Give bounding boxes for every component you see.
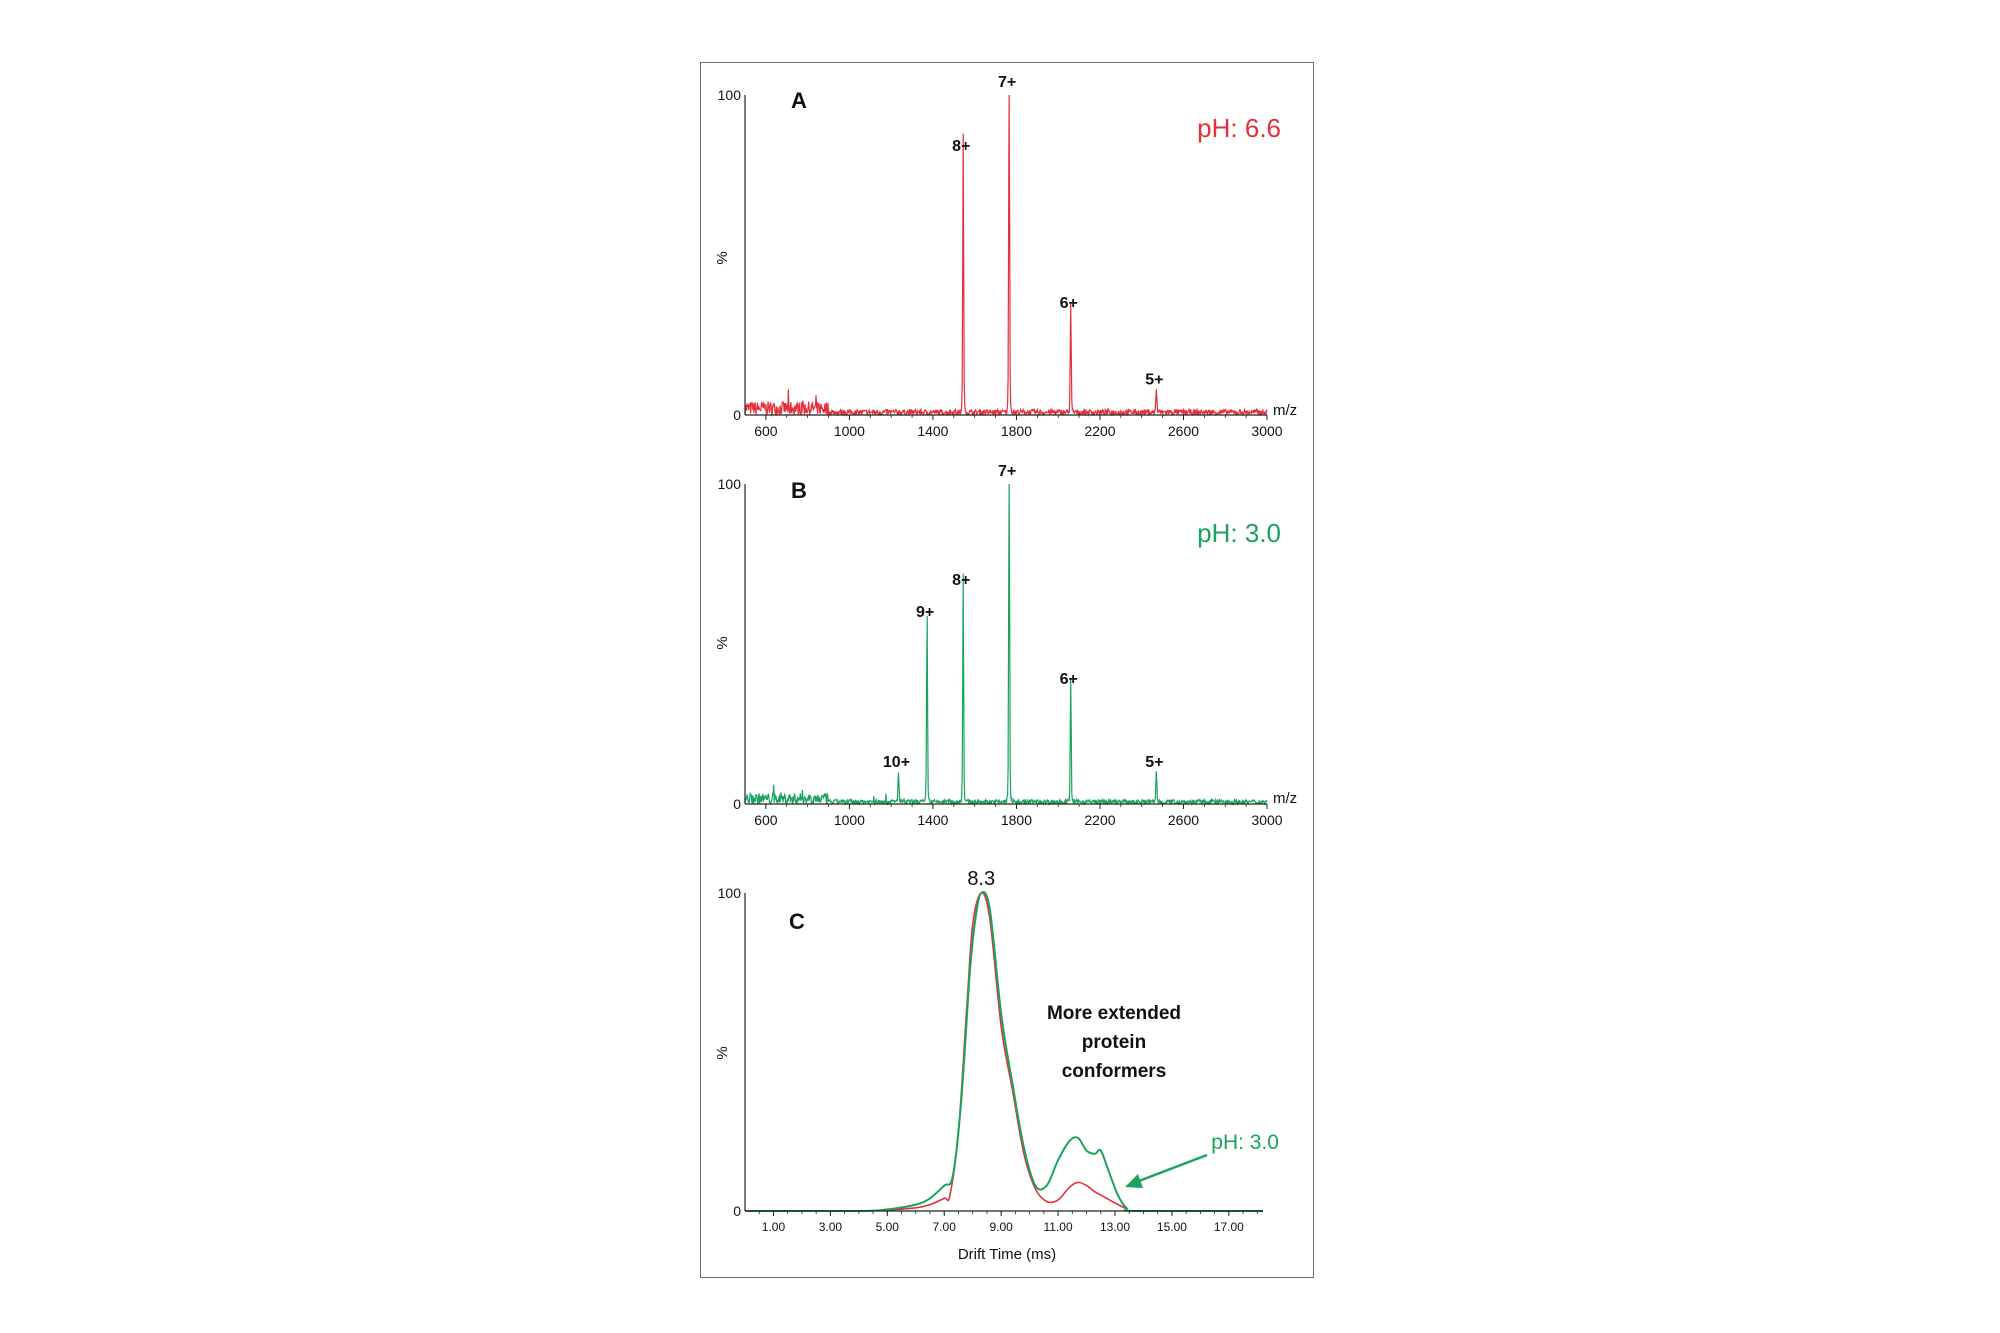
- peak-label-charge: 8+: [952, 572, 970, 589]
- peak-label-charge: 10+: [883, 754, 910, 771]
- panel-b-x-label: m/z: [1273, 790, 1297, 807]
- panel-a-ph-label: pH: 6.6: [1197, 113, 1281, 143]
- panel-c-x-ticks: 1.00 3.00 5.00 7.00 9.00 11.00 13.00 15.00 17.00: [758, 1211, 1258, 1234]
- panel-b-trace: [744, 483, 1268, 807]
- x-tick-label: 5.00: [876, 1220, 900, 1234]
- panel-c-annotation-line-3: conformers: [1062, 1061, 1167, 1082]
- peak-label-charge: 5+: [1145, 372, 1163, 389]
- figure-frame: 600 1000 1400 1800 2200 2600 3000 100 0 % m/z …: [700, 62, 1314, 1278]
- x-tick-label: 1400: [917, 423, 948, 439]
- panel-b-peak-labels: 10+ 9+ 8+ 7+ 6+ 5+: [883, 463, 1164, 771]
- peak-label-charge: 9+: [916, 604, 934, 621]
- panel-c-trace-ph-6-6: [745, 892, 1263, 1212]
- x-tick-label: 600: [754, 812, 778, 828]
- panel-b: 600 1000 1400 1800 2200 2600 3000 100 0 % m/z …: [714, 463, 1297, 828]
- x-tick-label: 1800: [1001, 812, 1032, 828]
- x-tick-label: 17.00: [1214, 1220, 1244, 1234]
- panel-a-y-label: %: [714, 251, 731, 264]
- x-tick-label: 2600: [1168, 423, 1199, 439]
- panel-a-letter: A: [791, 88, 807, 113]
- x-tick-label: 3000: [1251, 423, 1282, 439]
- panel-b-letter: B: [791, 478, 807, 503]
- x-tick-label: 3.00: [819, 1220, 843, 1234]
- panel-a-x-label: m/z: [1273, 402, 1297, 419]
- figure-canvas: 600 1000 1400 1800 2200 2600 3000 100 0 % m/z …: [714, 74, 1297, 1263]
- x-tick-label: 2600: [1168, 812, 1199, 828]
- panel-c-annotation-line-1: More extended: [1047, 1003, 1181, 1024]
- peak-label-charge: 6+: [1060, 671, 1078, 688]
- panel-c-x-label: Drift Time (ms): [958, 1246, 1056, 1263]
- x-tick-label: 2200: [1084, 423, 1115, 439]
- panel-c-arrow-head: [1125, 1174, 1143, 1188]
- x-tick-label: 13.00: [1100, 1220, 1130, 1234]
- panel-c-y-tick-0: 0: [733, 1203, 741, 1219]
- panel-a-y-tick-100: 100: [718, 87, 742, 103]
- panel-a-x-ticks: 600 1000 1400 1800 2200 2600 3000: [754, 415, 1283, 439]
- panel-c-y-tick-100: 100: [718, 885, 742, 901]
- peak-label-charge: 7+: [998, 74, 1016, 91]
- panel-c-apex-label: 8.3: [967, 868, 995, 890]
- peak-label-charge: 7+: [998, 463, 1016, 480]
- x-tick-label: 1.00: [762, 1220, 786, 1234]
- x-tick-label: 15.00: [1157, 1220, 1187, 1234]
- panel-c-arrow: [1138, 1153, 1208, 1183]
- panel-c-letter: C: [789, 909, 805, 934]
- panel-b-x-ticks: 600 1000 1400 1800 2200 2600 3000: [754, 804, 1283, 828]
- x-tick-label: 3000: [1251, 812, 1282, 828]
- panel-b-ph-label: pH: 3.0: [1197, 518, 1281, 548]
- panel-a-y-tick-0: 0: [733, 407, 741, 423]
- panel-c-annotation-line-2: protein: [1082, 1032, 1146, 1053]
- peak-label-charge: 8+: [952, 138, 970, 155]
- panel-a-trace: [744, 94, 1268, 418]
- peak-label-charge: 6+: [1060, 295, 1078, 312]
- x-tick-label: 600: [754, 423, 778, 439]
- panel-b-y-tick-0: 0: [733, 796, 741, 812]
- panel-b-y-label: %: [714, 636, 731, 649]
- panel-c-trace-ph-3-0: [745, 890, 1263, 1213]
- peak-label-charge: 5+: [1145, 754, 1163, 771]
- panel-a-peak-labels: 8+ 7+ 6+ 5+: [952, 74, 1163, 389]
- x-tick-label: 1800: [1001, 423, 1032, 439]
- panel-c: 1.00 3.00 5.00 7.00 9.00 11.00 13.00 15.00 17.00…: [714, 868, 1279, 1263]
- panel-a: 600 1000 1400 1800 2200 2600 3000 100 0 % m/z …: [714, 74, 1297, 439]
- panel-c-y-label: %: [714, 1046, 731, 1059]
- x-tick-label: 11.00: [1044, 1220, 1073, 1234]
- x-tick-label: 1000: [834, 423, 865, 439]
- x-tick-label: 2200: [1084, 812, 1115, 828]
- x-tick-label: 9.00: [989, 1220, 1013, 1234]
- panel-c-arrow-label: pH: 3.0: [1211, 1131, 1279, 1154]
- x-tick-label: 1400: [917, 812, 948, 828]
- panel-b-y-tick-100: 100: [718, 476, 742, 492]
- x-tick-label: 7.00: [933, 1220, 957, 1234]
- x-tick-label: 1000: [834, 812, 865, 828]
